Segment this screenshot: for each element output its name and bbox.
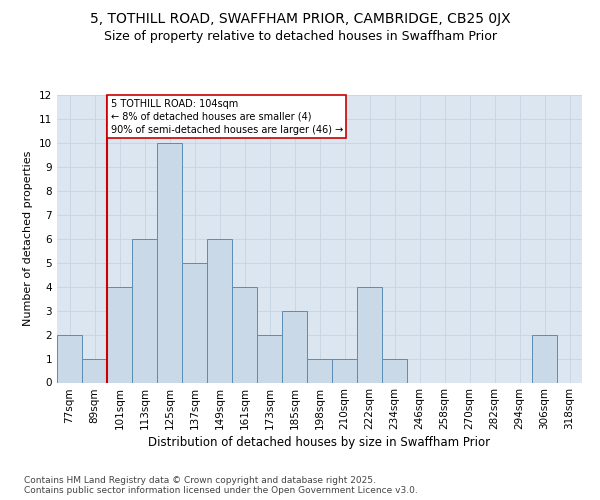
Bar bbox=[332, 358, 357, 382]
Bar bbox=[107, 286, 132, 382]
Bar bbox=[57, 334, 82, 382]
Bar bbox=[132, 239, 157, 382]
Bar bbox=[207, 239, 232, 382]
Bar bbox=[282, 310, 307, 382]
Text: Size of property relative to detached houses in Swaffham Prior: Size of property relative to detached ho… bbox=[104, 30, 497, 43]
Text: 5 TOTHILL ROAD: 104sqm
← 8% of detached houses are smaller (4)
90% of semi-detac: 5 TOTHILL ROAD: 104sqm ← 8% of detached … bbox=[111, 98, 343, 135]
Bar bbox=[182, 262, 207, 382]
Y-axis label: Number of detached properties: Number of detached properties bbox=[23, 151, 34, 326]
Bar bbox=[307, 358, 332, 382]
Bar bbox=[157, 143, 182, 382]
Text: 5, TOTHILL ROAD, SWAFFHAM PRIOR, CAMBRIDGE, CB25 0JX: 5, TOTHILL ROAD, SWAFFHAM PRIOR, CAMBRID… bbox=[89, 12, 511, 26]
Text: Contains HM Land Registry data © Crown copyright and database right 2025.
Contai: Contains HM Land Registry data © Crown c… bbox=[24, 476, 418, 495]
Bar bbox=[257, 334, 282, 382]
Bar bbox=[532, 334, 557, 382]
Bar bbox=[82, 358, 107, 382]
Bar bbox=[382, 358, 407, 382]
Bar bbox=[357, 286, 382, 382]
X-axis label: Distribution of detached houses by size in Swaffham Prior: Distribution of detached houses by size … bbox=[148, 436, 491, 450]
Bar bbox=[232, 286, 257, 382]
